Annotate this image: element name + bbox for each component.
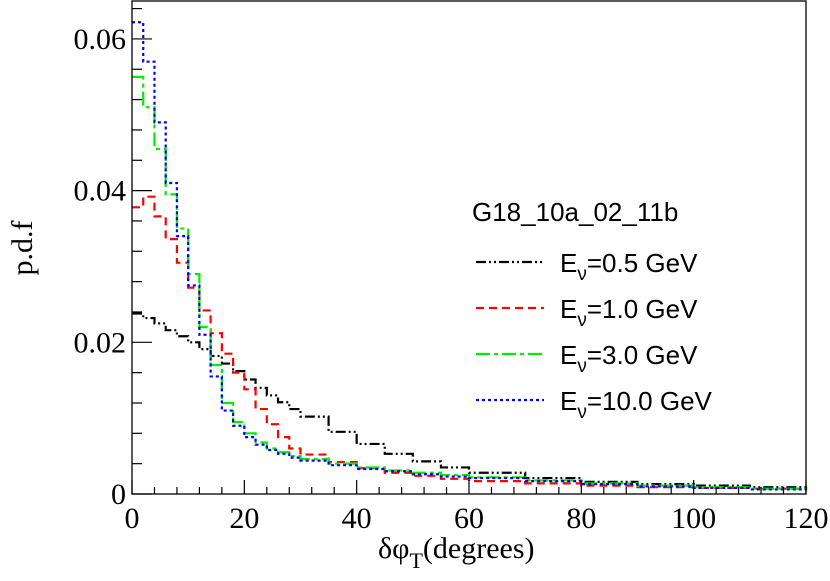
y-tick-label: 0.02 bbox=[74, 326, 127, 359]
y-tick-label: 0.06 bbox=[74, 23, 127, 56]
x-tick-label: 80 bbox=[566, 502, 596, 535]
x-tick-label: 60 bbox=[454, 502, 484, 535]
legend-label-3: Eν=10.0 GeV bbox=[560, 386, 713, 423]
series-group bbox=[132, 21, 808, 491]
series-line-2 bbox=[132, 75, 808, 490]
series-line-1 bbox=[132, 195, 808, 490]
axis-ticks bbox=[131, 7, 807, 495]
x-axis-title-sub: T bbox=[409, 548, 423, 573]
x-axis-title-suffix: (degrees) bbox=[423, 532, 535, 565]
x-tick-label: 120 bbox=[784, 502, 829, 535]
legend-label-1: Eν=1.0 GeV bbox=[560, 294, 698, 331]
series-line-3 bbox=[132, 21, 808, 491]
x-axis-title: δφT(degrees) bbox=[378, 532, 535, 573]
y-tick-label: 0.04 bbox=[74, 175, 127, 208]
legend-label-2: Eν=3.0 GeV bbox=[560, 340, 698, 377]
legend-label-0: Eν=0.5 GeV bbox=[560, 248, 698, 285]
x-tick-label: 20 bbox=[229, 502, 259, 535]
x-tick-label: 0 bbox=[125, 502, 140, 535]
x-tick-label: 40 bbox=[342, 502, 372, 535]
y-tick-label: 0 bbox=[111, 478, 126, 511]
y-axis-title: p.d.f bbox=[6, 221, 39, 276]
series-line-0 bbox=[132, 312, 808, 489]
legend-title: G18_10a_02_11b bbox=[472, 197, 678, 227]
tick-labels: 0 20 40 60 80 100 120 0 0.02 0.04 0.06 bbox=[74, 23, 829, 535]
x-axis-title-main: δφ bbox=[378, 532, 409, 565]
legend: G18_10a_02_11b Eν=0.5 GeV Eν=1.0 GeV Eν=3.… bbox=[472, 197, 713, 423]
x-tick-label: 100 bbox=[671, 502, 716, 535]
